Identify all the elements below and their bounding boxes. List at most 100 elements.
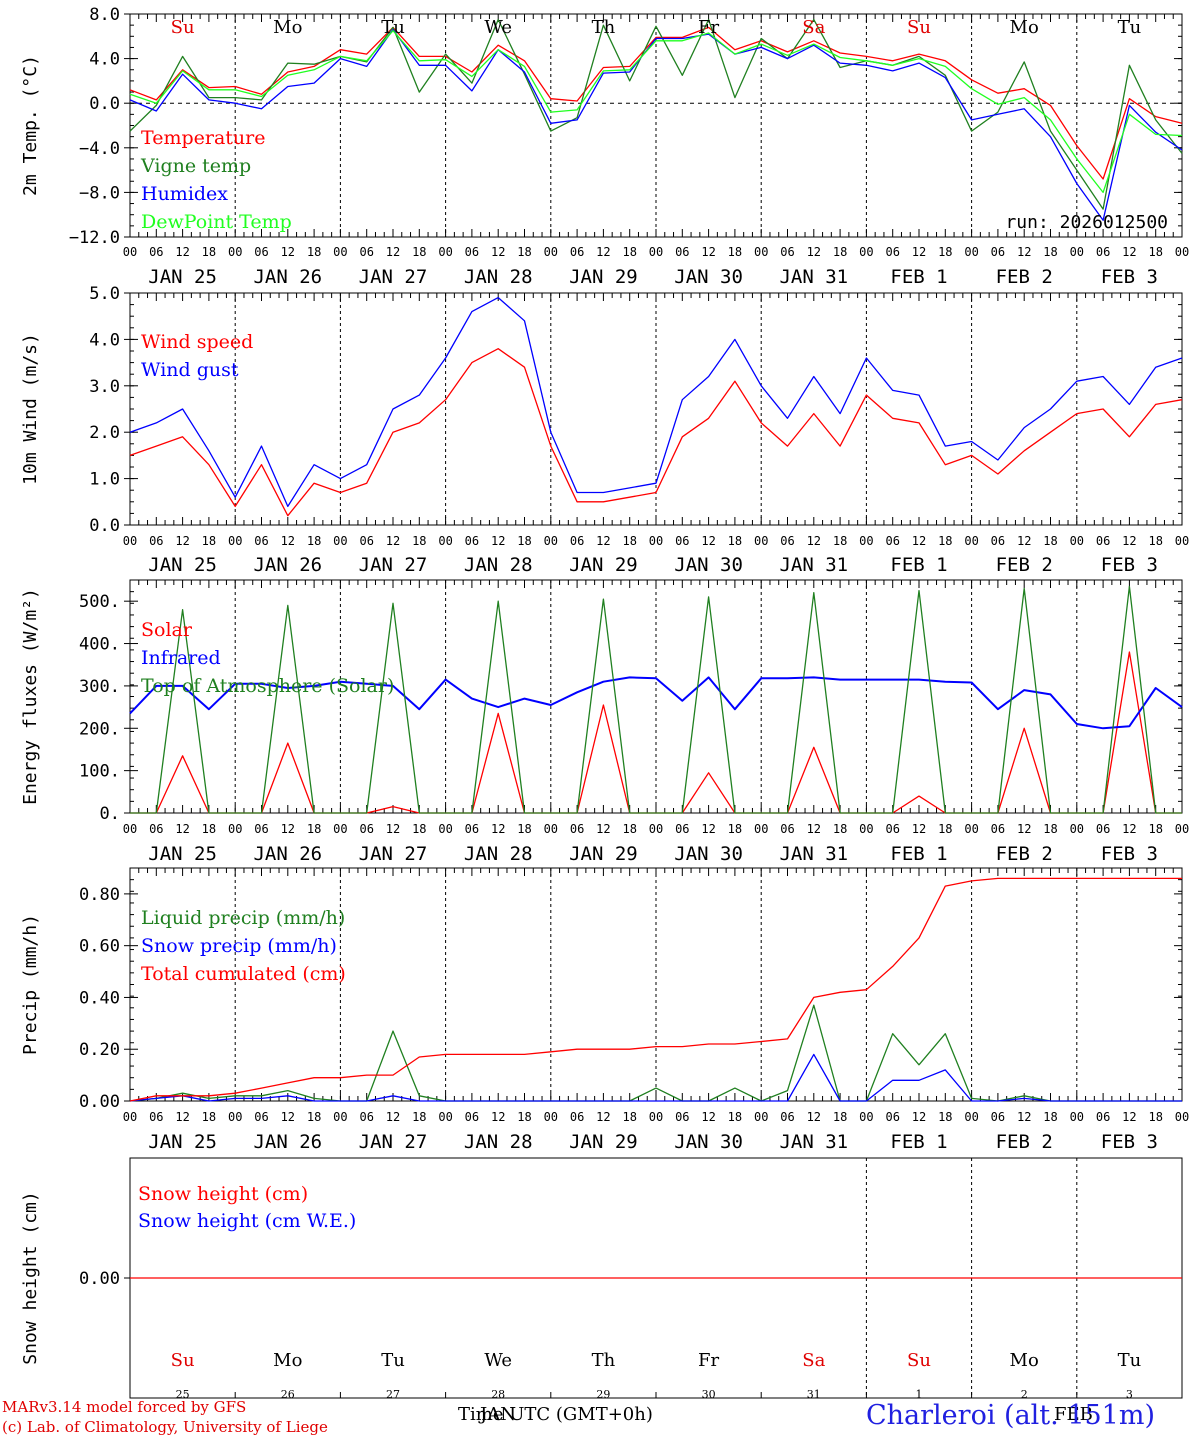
legend-entry: Wind speed [141, 331, 253, 353]
hour-tick-label: 12 [807, 245, 821, 259]
date-tick-label: FEB 2 [996, 554, 1053, 576]
date-tick-label: JAN 25 [148, 554, 217, 576]
hour-tick-label: 00 [1175, 534, 1189, 548]
hour-tick-label: 18 [833, 822, 847, 836]
date-tick-label: JAN 26 [253, 843, 322, 865]
legend-entry: DewPoint Temp [141, 211, 292, 233]
hour-tick-label: 00 [123, 822, 137, 836]
date-tick-label: JAN 31 [779, 1131, 848, 1153]
hour-tick-label: 06 [1096, 1110, 1110, 1124]
weekday-label: Su [907, 17, 931, 38]
series-line-wind-gust [129, 296, 1183, 508]
hour-tick-label: 00 [649, 245, 663, 259]
hour-tick-label: 00 [228, 534, 242, 548]
hour-tick-label: 12 [912, 822, 926, 836]
hour-tick-label: 06 [570, 822, 584, 836]
month-label-jan: JAN [480, 1404, 516, 1425]
hour-tick-label: 12 [1122, 245, 1136, 259]
hour-tick-label: 12 [386, 245, 400, 259]
hour-tick-label: 18 [622, 1110, 636, 1124]
hour-tick-label: 18 [307, 534, 321, 548]
hour-tick-label: 12 [491, 245, 505, 259]
date-tick-label: JAN 27 [359, 1131, 428, 1153]
hour-tick-label: 18 [412, 245, 426, 259]
weekday-label: Su [171, 17, 195, 38]
hour-tick-label: 18 [517, 822, 531, 836]
hour-tick-label: 18 [1148, 1110, 1162, 1124]
hour-tick-label: 06 [465, 245, 479, 259]
hour-tick-label: 18 [938, 822, 952, 836]
hour-tick-label: 06 [675, 245, 689, 259]
day-number-label: 25 [176, 1388, 190, 1401]
hour-tick-label: 06 [1096, 245, 1110, 259]
hour-tick-label: 00 [228, 1110, 242, 1124]
date-tick-label: FEB 3 [1101, 554, 1158, 576]
legend-entry: Snow precip (mm/h) [141, 935, 337, 957]
hour-tick-label: 18 [728, 534, 742, 548]
date-tick-label: JAN 26 [253, 266, 322, 288]
date-tick-label: JAN 31 [779, 843, 848, 865]
date-tick-label: JAN 29 [569, 554, 638, 576]
hour-tick-label: 18 [517, 534, 531, 548]
hour-tick-label: 06 [570, 1110, 584, 1124]
lab-credit: (c) Lab. of Climatology, University of L… [2, 1418, 328, 1436]
plot-frame [129, 13, 1183, 238]
hour-tick-label: 06 [570, 534, 584, 548]
day-number-label: 30 [702, 1388, 716, 1401]
date-tick-label: FEB 3 [1101, 1131, 1158, 1153]
date-tick-label: JAN 30 [674, 843, 743, 865]
y-tick-label: 4.0 [89, 330, 120, 350]
hour-tick-label: 12 [175, 1110, 189, 1124]
hour-tick-label: 12 [281, 1110, 295, 1124]
weekday-label: We [484, 17, 512, 38]
hour-tick-label: 06 [570, 245, 584, 259]
hour-tick-label: 12 [1122, 822, 1136, 836]
weekday-label: Su [907, 1350, 931, 1371]
weekday-label: Fr [698, 17, 719, 38]
hour-tick-label: 06 [465, 534, 479, 548]
date-tick-label: FEB 1 [890, 554, 947, 576]
y-tick-label: 0.0 [89, 94, 120, 114]
hour-tick-label: 06 [359, 822, 373, 836]
hour-tick-label: 18 [517, 1110, 531, 1124]
hour-tick-label: 00 [438, 822, 452, 836]
date-tick-label: JAN 28 [464, 843, 533, 865]
hour-tick-label: 06 [780, 822, 794, 836]
hour-tick-label: 18 [728, 1110, 742, 1124]
y-tick-label: 0.00 [79, 1269, 120, 1289]
series-line-top-of-atmosphere-solar- [130, 585, 1182, 814]
hour-tick-label: 18 [202, 1110, 216, 1124]
weekday-label: Tu [381, 17, 405, 38]
date-tick-label: JAN 30 [674, 266, 743, 288]
date-tick-label: JAN 30 [674, 554, 743, 576]
station-title: Charleroi (alt. 151m) [866, 1400, 1155, 1431]
x-axis-title: Time UTC (GMT+0h) [458, 1404, 653, 1425]
hour-tick-label: 00 [544, 534, 558, 548]
hour-tick-label: 06 [149, 1110, 163, 1124]
series-line-dewpoint-temp [129, 30, 1183, 194]
month-label-feb: FEB [1054, 1404, 1093, 1425]
hour-tick-label: 00 [754, 1110, 768, 1124]
hour-tick-label: 06 [1096, 534, 1110, 548]
hour-tick-label: 12 [596, 1110, 610, 1124]
hour-tick-label: 00 [1175, 1110, 1189, 1124]
legend-entry: Snow height (cm) [138, 1183, 308, 1205]
y-tick-label: 200. [79, 719, 120, 739]
hour-tick-label: 00 [333, 245, 347, 259]
legend-entry: Vigne temp [140, 155, 251, 177]
hour-tick-label: 06 [254, 1110, 268, 1124]
date-tick-label: JAN 26 [253, 1131, 322, 1153]
legend-entry: Infrared [141, 647, 221, 669]
hour-tick-label: 12 [701, 1110, 715, 1124]
hour-tick-label: 18 [412, 822, 426, 836]
hour-tick-label: 00 [438, 534, 452, 548]
hour-tick-label: 00 [859, 822, 873, 836]
y-axis-label: Precip (mm/h) [20, 914, 41, 1055]
hour-tick-label: 06 [1096, 822, 1110, 836]
y-tick-label: 0.80 [79, 885, 120, 905]
y-tick-label: 3.0 [89, 377, 120, 397]
hour-tick-label: 18 [622, 822, 636, 836]
hour-tick-label: 18 [1043, 1110, 1057, 1124]
legend-entry: Top of Atmosphere (Solar) [141, 675, 394, 697]
